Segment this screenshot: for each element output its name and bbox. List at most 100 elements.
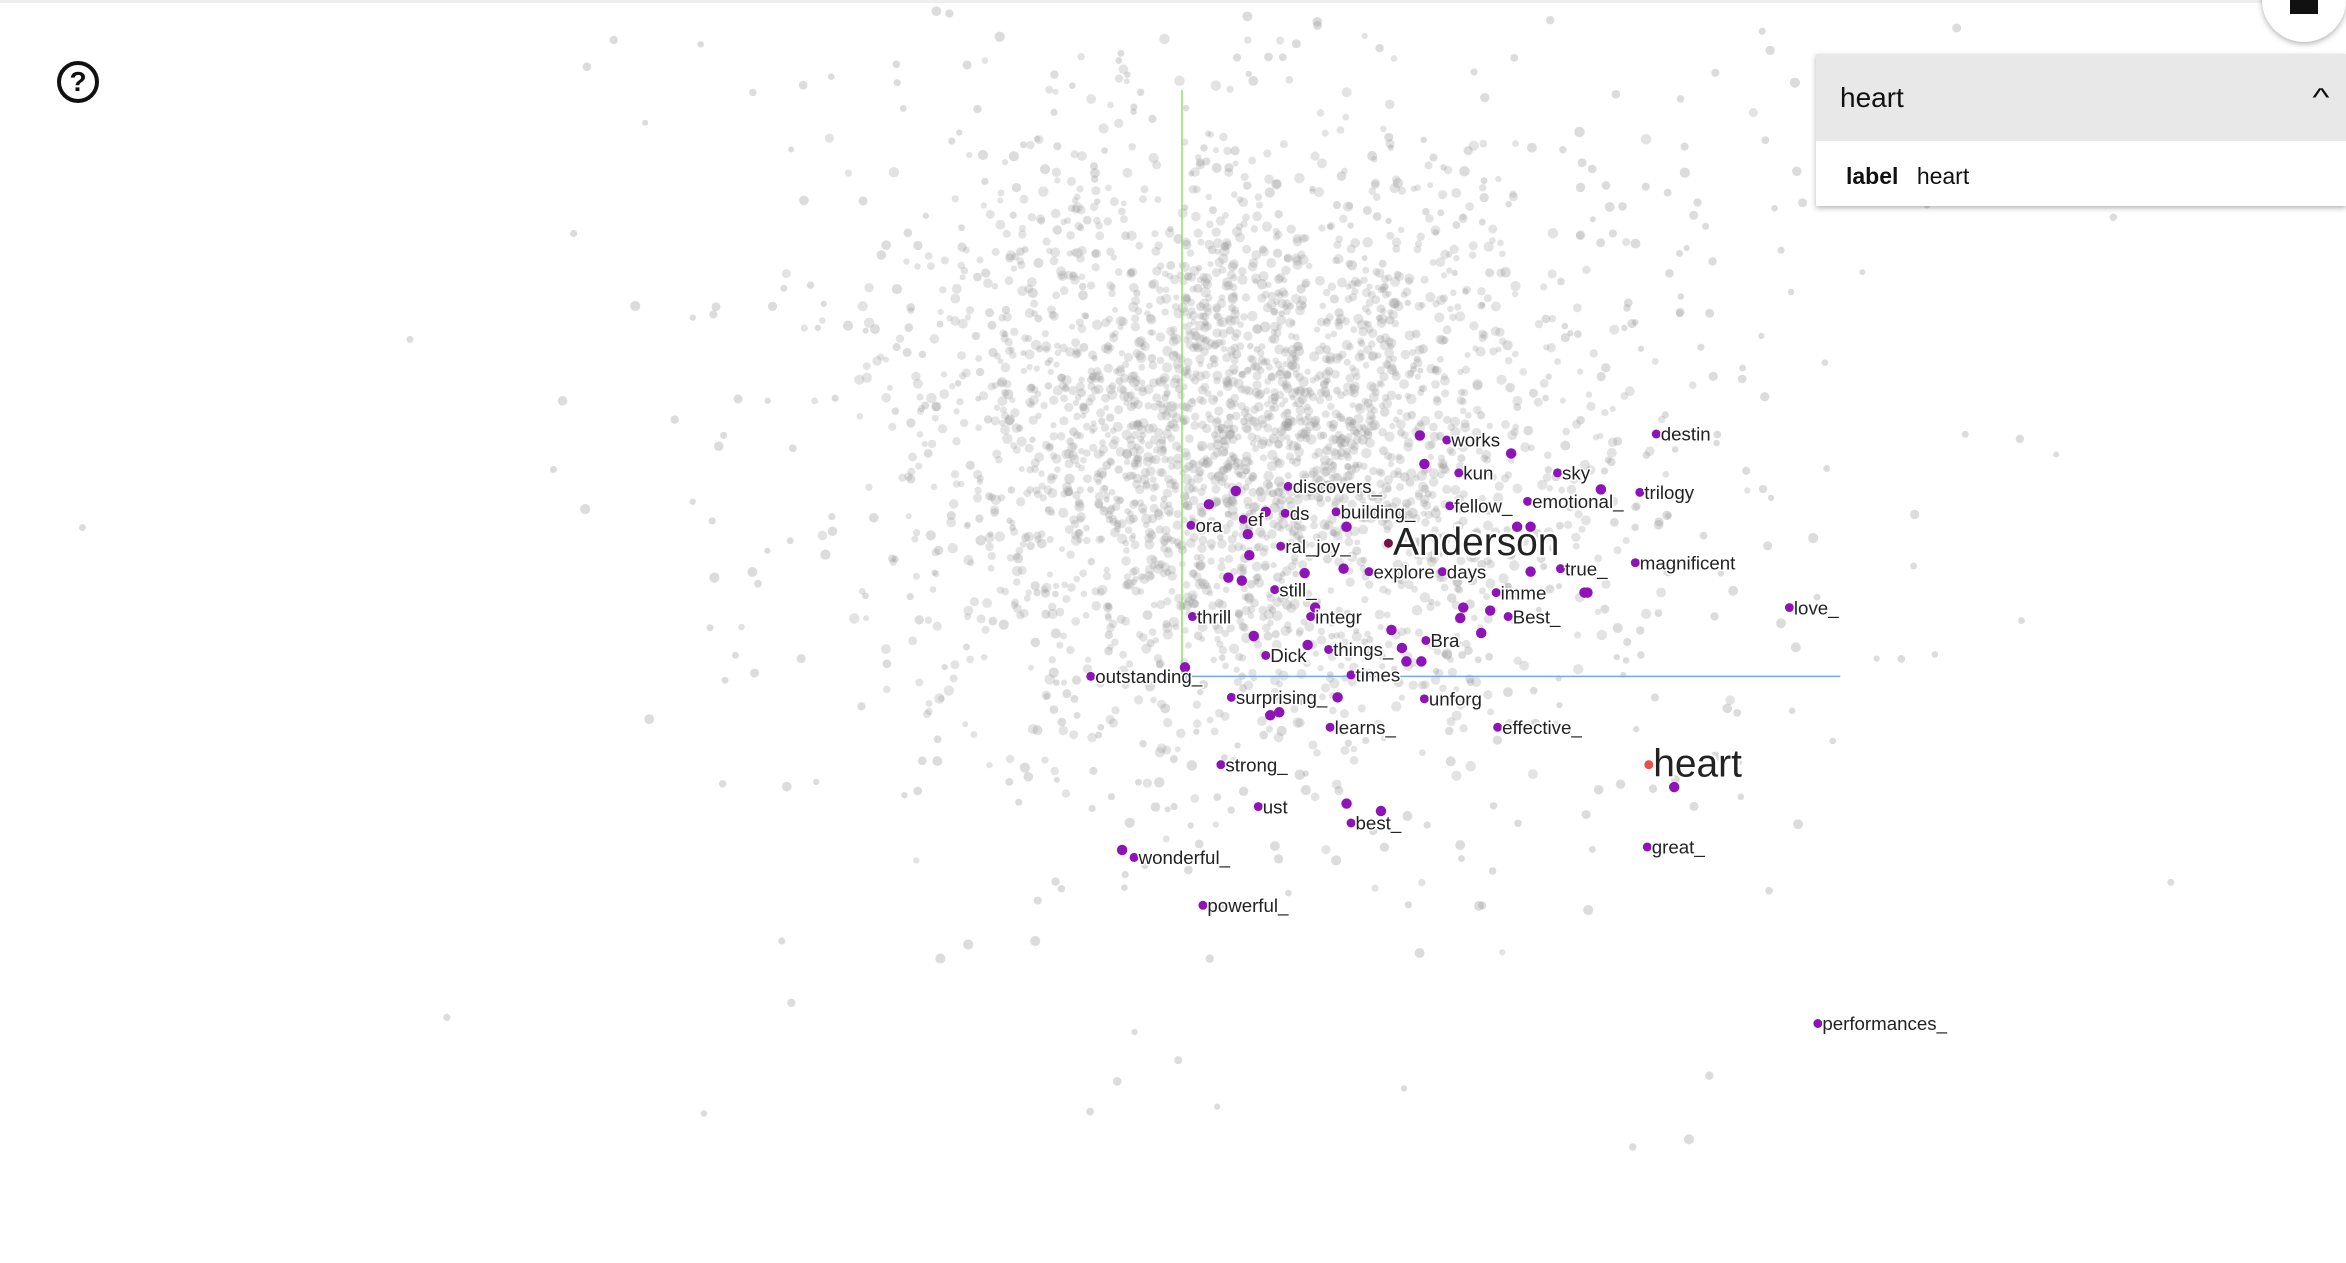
point-marker[interactable] [1270,585,1280,595]
labeled-point[interactable]: Anderson [1383,519,1562,566]
highlighted-point[interactable] [1242,529,1254,540]
highlighted-point[interactable] [1396,642,1408,654]
labeled-point[interactable]: learns_ [1325,715,1398,740]
labeled-point[interactable]: times [1346,663,1402,687]
point-marker[interactable] [1784,603,1794,613]
labeled-point[interactable]: imme [1491,581,1548,605]
highlighted-point[interactable] [1505,448,1517,459]
labeled-point[interactable]: ral_joy_ [1276,534,1353,559]
point-marker[interactable] [1503,612,1513,622]
labeled-point[interactable]: strong_ [1216,753,1290,778]
labeled-point[interactable]: ora [1186,514,1225,538]
labeled-point[interactable]: ds [1280,502,1311,526]
highlighted-point[interactable] [1668,781,1680,793]
point-marker[interactable] [1813,1019,1823,1028]
point-marker[interactable] [1187,612,1197,622]
highlighted-point[interactable] [1375,805,1387,817]
labeled-point[interactable]: wonderful_ [1129,846,1232,871]
labeled-point[interactable]: integr [1306,605,1363,629]
highlighted-point[interactable] [1299,567,1310,579]
highlighted-point[interactable] [1341,798,1352,809]
labeled-point[interactable]: explore [1364,560,1436,584]
highlighted-point[interactable] [1341,521,1352,533]
labeled-point[interactable]: ust [1253,795,1290,819]
labeled-point[interactable]: fellow_ [1445,494,1515,519]
labeled-point[interactable]: things_ [1324,638,1395,663]
highlighted-point[interactable] [1273,707,1285,718]
point-marker[interactable] [1306,612,1316,622]
labeled-point[interactable]: performances_ [1813,1012,1949,1037]
labeled-point[interactable]: still_ [1270,578,1319,603]
highlighted-point[interactable] [1401,656,1412,667]
highlighted-point[interactable] [1416,656,1427,667]
point-marker[interactable] [1642,842,1652,852]
point-marker[interactable] [1651,429,1661,439]
highlighted-point[interactable] [1265,710,1276,721]
point-marker[interactable] [1445,501,1455,511]
labeled-point[interactable]: Dick [1261,644,1309,668]
help-circle-icon[interactable]: ? [57,61,99,103]
highlighted-point[interactable] [1414,430,1426,441]
point-marker[interactable] [1523,496,1533,506]
point-marker[interactable] [1216,760,1226,770]
highlighted-point[interactable] [1116,844,1128,856]
point-marker[interactable] [1261,650,1271,660]
highlighted-point[interactable] [1338,563,1349,574]
point-marker[interactable] [1226,692,1236,702]
labeled-point[interactable]: thrill [1187,605,1233,629]
chevron-up-icon[interactable]: ^ [2312,82,2330,112]
labeled-point[interactable]: kun [1454,461,1495,485]
labeled-point[interactable]: building_ [1331,500,1417,525]
labeled-point[interactable]: surprising_ [1226,686,1329,711]
labeled-point[interactable]: destin [1651,422,1712,446]
labeled-point[interactable]: outstanding_ [1086,665,1204,690]
highlighted-point[interactable] [1475,627,1487,639]
point-marker[interactable] [1442,435,1452,445]
point-marker[interactable] [1421,635,1431,645]
labeled-point[interactable]: heart [1644,740,1744,788]
point-marker[interactable] [1129,852,1139,862]
point-marker[interactable] [1346,670,1356,680]
point-marker[interactable] [1276,541,1286,551]
labeled-point[interactable]: ef [1238,508,1266,532]
point-marker[interactable] [1253,802,1263,812]
point-marker[interactable] [1635,487,1645,497]
highlighted-point[interactable] [1248,630,1260,642]
home-button[interactable] [2262,0,2346,42]
labeled-point[interactable]: trilogy [1635,481,1696,505]
highlighted-point[interactable] [1419,458,1430,470]
labeled-point[interactable]: unforg [1419,687,1483,711]
highlighted-point[interactable] [1455,612,1466,624]
point-marker[interactable] [1454,468,1464,478]
labeled-point[interactable]: days [1437,560,1488,584]
highlighted-point[interactable] [1332,692,1343,703]
highlighted-point[interactable] [1203,499,1215,510]
labeled-point[interactable]: Best_ [1503,605,1563,630]
point-marker[interactable] [1491,588,1501,598]
highlighted-point[interactable] [1244,549,1255,561]
labeled-point[interactable]: magnificent [1630,551,1738,575]
labeled-point[interactable]: great_ [1642,835,1707,860]
labeled-point[interactable]: best_ [1346,811,1403,836]
point-marker[interactable] [1556,564,1565,574]
labeled-point[interactable]: sky [1553,461,1592,485]
highlighted-point[interactable] [1525,566,1536,577]
highlighted-point[interactable] [1458,602,1469,613]
highlighted-point[interactable] [1386,624,1397,636]
point-marker[interactable] [1419,694,1429,704]
point-marker[interactable] [1086,671,1096,681]
highlighted-point[interactable] [1309,602,1321,613]
highlighted-point[interactable] [1260,506,1271,518]
point-marker[interactable] [1280,508,1290,518]
point-marker[interactable] [1283,481,1293,491]
point-marker[interactable] [1364,567,1374,577]
point-marker[interactable] [1493,722,1503,732]
highlighted-point[interactable] [1595,484,1607,495]
highlighted-point[interactable] [1230,485,1242,497]
point-marker[interactable] [1324,644,1334,654]
labeled-point[interactable]: Bra [1421,629,1462,653]
point-marker[interactable] [1346,818,1356,828]
labeled-point[interactable]: true_ [1556,557,1610,582]
point-marker[interactable] [1553,468,1563,478]
